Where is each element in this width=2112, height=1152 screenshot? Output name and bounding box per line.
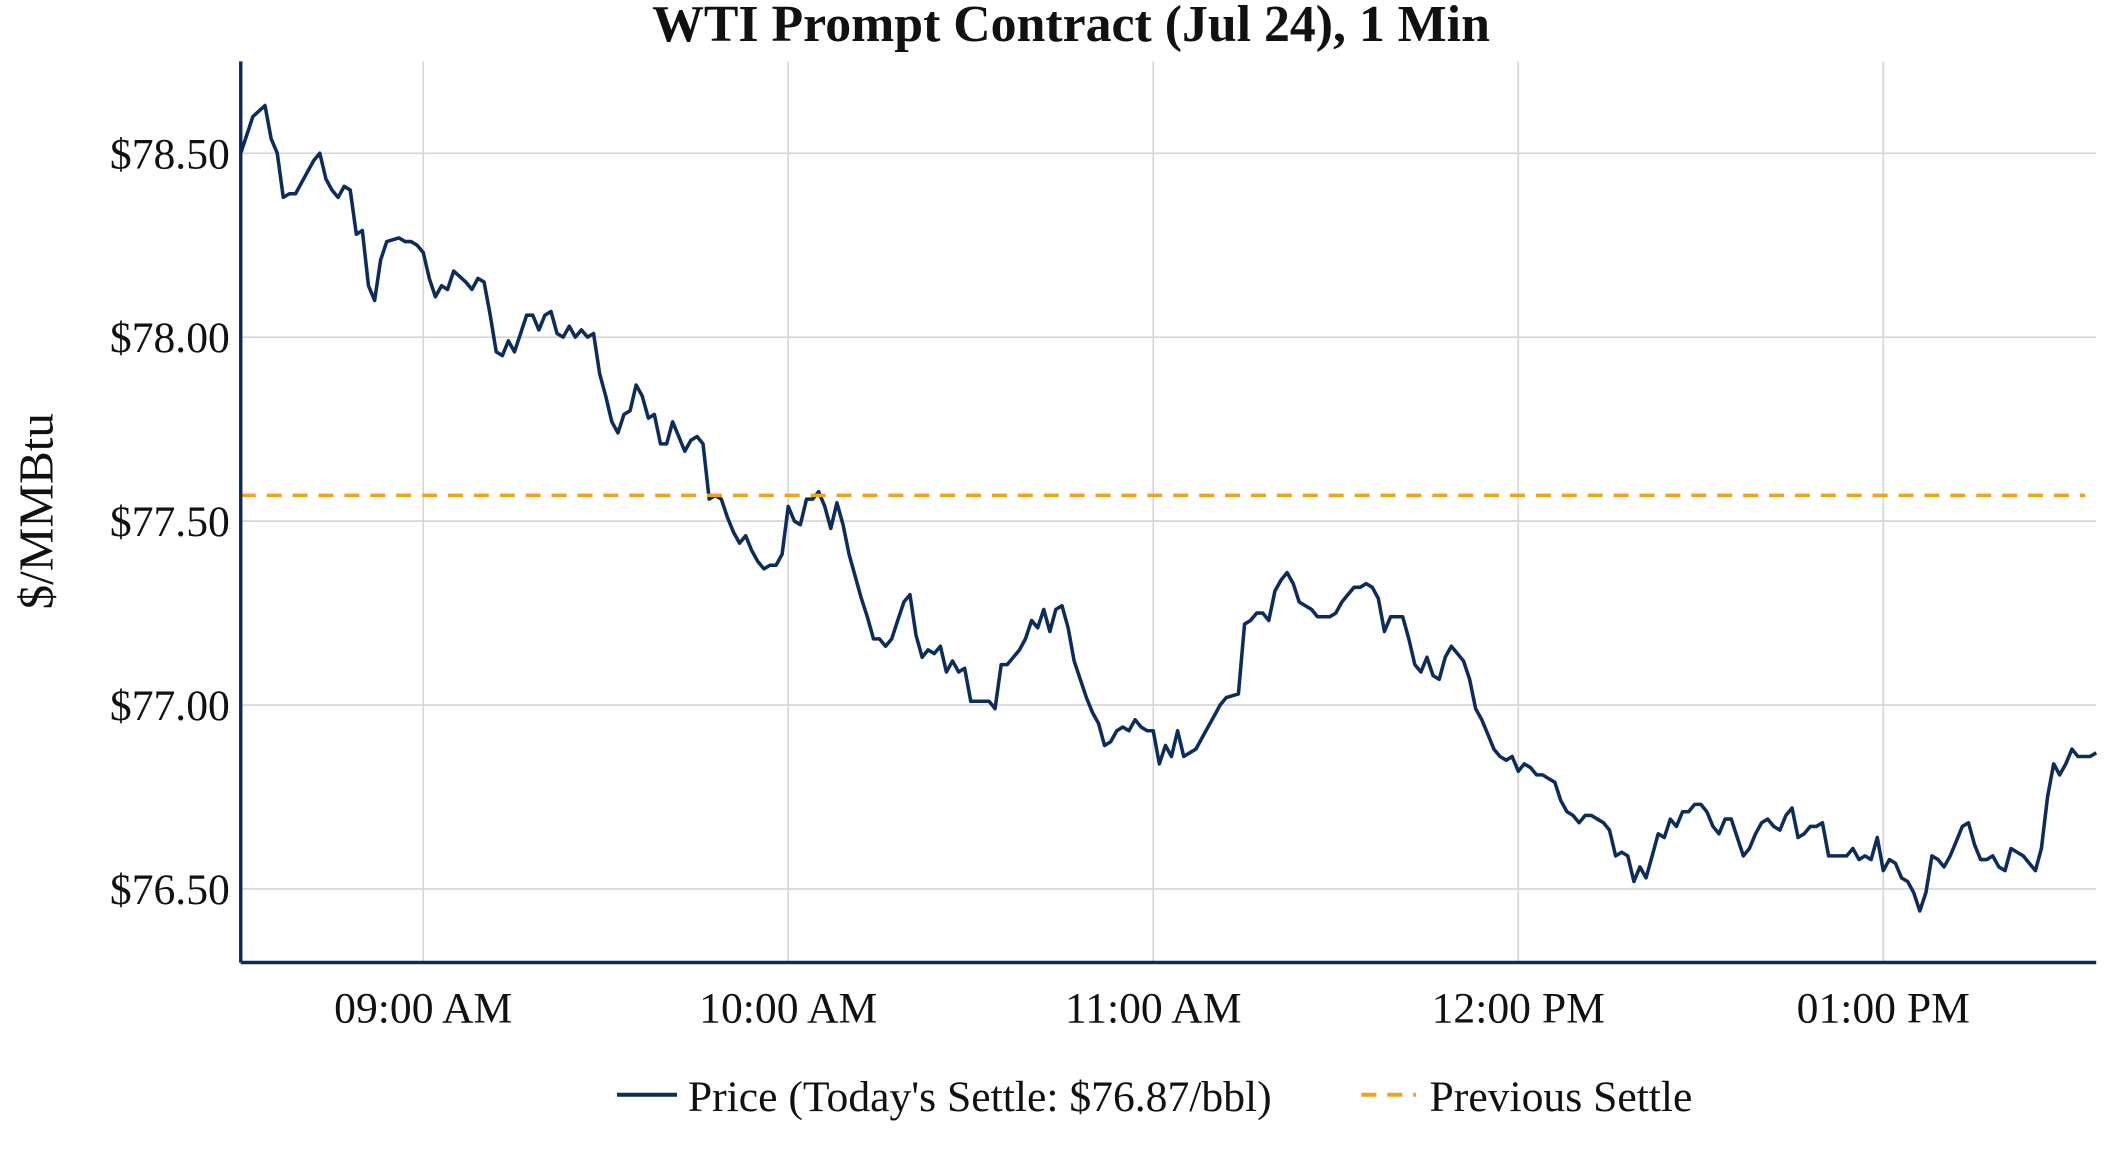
plot-area <box>239 103 2098 913</box>
y-tick-label: $77.50 <box>110 498 230 546</box>
x-tick-label: 11:00 AM <box>1065 984 1241 1032</box>
x-tick-label: 12:00 PM <box>1432 984 1605 1032</box>
chart-title: WTI Prompt Contract (Jul 24), 1 Min <box>652 0 1490 53</box>
x-tick-label: 01:00 PM <box>1797 984 1970 1032</box>
price-line <box>239 103 2098 913</box>
legend-label-previous-settle: Previous Settle <box>1430 1073 1693 1121</box>
y-tick-label: $78.00 <box>110 314 230 362</box>
x-tick-label: 09:00 AM <box>334 984 512 1032</box>
y-tick-label: $76.50 <box>110 866 230 914</box>
gridlines <box>240 61 2097 963</box>
legend-label-price: Price (Today's Settle: $76.87/bbl) <box>688 1073 1272 1121</box>
x-tick-labels: 09:00 AM 10:00 AM 11:00 AM 12:00 PM 01:00 PM <box>334 984 1970 1032</box>
y-tick-labels: $76.50 $77.00 $77.50 $78.00 $78.50 <box>110 130 230 914</box>
y-axis-label: $/MMBtu <box>9 413 64 609</box>
y-tick-label: $77.00 <box>110 682 230 730</box>
x-tick-label: 10:00 AM <box>699 984 877 1032</box>
y-tick-label: $78.50 <box>110 130 230 178</box>
legend: Price (Today's Settle: $76.87/bbl) Previ… <box>617 1073 1692 1121</box>
